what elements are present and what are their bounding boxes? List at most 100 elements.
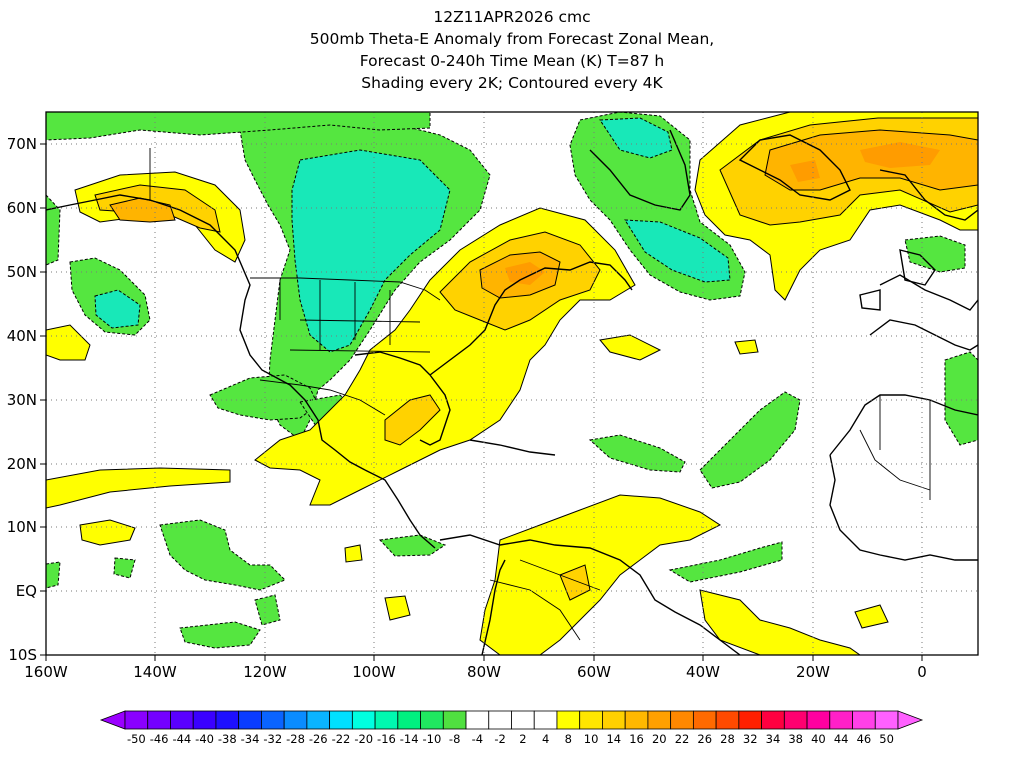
colorbar-label: 28 bbox=[720, 732, 735, 746]
lat-label-40n: 40N bbox=[7, 327, 37, 345]
colorbar-label: -22 bbox=[332, 732, 351, 746]
colorbar: -50 -46 -44 -40 -38 -34 -32 -28 -26 -22 -20 -16 -14-… bbox=[99, 710, 924, 746]
colorbar-swatch bbox=[192, 710, 217, 730]
title-line-4: Shading every 2K; Contoured every 4K bbox=[361, 74, 663, 92]
colorbar-swatch bbox=[852, 710, 876, 730]
colorbar-label: -38 bbox=[218, 732, 237, 746]
colorbar-swatch bbox=[488, 710, 512, 730]
colorbar-label: -14 bbox=[400, 732, 419, 746]
colorbar-right-arrow bbox=[897, 710, 924, 730]
colorbar-swatch bbox=[692, 710, 717, 730]
colorbar-swatch bbox=[170, 710, 194, 730]
lon-label-60w: 60W bbox=[577, 663, 611, 681]
colorbar-swatch bbox=[238, 710, 262, 730]
colorbar-swatch bbox=[283, 710, 308, 730]
colorbar-label: -26 bbox=[309, 732, 328, 746]
colorbar-label: 34 bbox=[766, 732, 781, 746]
colorbar-label: 10 bbox=[584, 732, 599, 746]
colorbar-label: -16 bbox=[377, 732, 396, 746]
colorbar-swatch bbox=[465, 710, 490, 730]
colorbar-swatch bbox=[374, 710, 399, 730]
lon-label-20w: 20W bbox=[796, 663, 830, 681]
lon-label-140w: 140W bbox=[133, 663, 177, 681]
colorbar-label: 26 bbox=[697, 732, 712, 746]
colorbar-label: 14 bbox=[606, 732, 621, 746]
graticule bbox=[46, 112, 978, 655]
lat-label-10s: 10S bbox=[8, 646, 37, 664]
title-line-1: 12Z11APR2026 cmc bbox=[433, 8, 591, 26]
lat-label-60n: 60N bbox=[7, 199, 37, 217]
colorbar-label: 22 bbox=[675, 732, 690, 746]
title-line-2: 500mb Theta-E Anomaly from Forecast Zona… bbox=[309, 30, 715, 48]
colorbar-swatch bbox=[556, 710, 581, 730]
colorbar-swatch bbox=[715, 710, 740, 730]
coastlines bbox=[46, 129, 978, 655]
colorbar-left-arrow bbox=[99, 710, 126, 730]
colorbar-swatch bbox=[579, 710, 603, 730]
colorbar-swatch bbox=[829, 710, 853, 730]
colorbar-swatch bbox=[329, 710, 353, 730]
colorbar-label: -44 bbox=[172, 732, 191, 746]
colorbar-swatch bbox=[806, 710, 831, 730]
map-fields bbox=[46, 112, 978, 655]
plot-frame bbox=[45, 111, 979, 656]
colorbar-swatch bbox=[147, 710, 171, 730]
colorbar-swatch bbox=[442, 710, 467, 730]
longitude-labels: 160W 140W 120W 100W 80W 60W 40W 20W 0 bbox=[24, 663, 927, 681]
colorbar-swatch bbox=[306, 710, 331, 730]
colorbar-label: -8 bbox=[449, 732, 460, 746]
colorbar-label: -32 bbox=[263, 732, 282, 746]
colorbar-label: -10 bbox=[423, 732, 442, 746]
colorbar-swatch bbox=[397, 710, 421, 730]
colorbar-label: -4 bbox=[472, 732, 483, 746]
colorbar-label: 40 bbox=[811, 732, 826, 746]
colorbar-swatch bbox=[602, 710, 626, 730]
lat-label-20n: 20N bbox=[7, 455, 37, 473]
colorbar-label: 16 bbox=[629, 732, 644, 746]
colorbar-label: 44 bbox=[834, 732, 849, 746]
colorbar-swatch bbox=[761, 710, 785, 730]
colorbar-label: 46 bbox=[857, 732, 872, 746]
colorbar-swatch bbox=[874, 710, 899, 730]
colorbar-label: 32 bbox=[743, 732, 758, 746]
colorbar-swatch bbox=[624, 710, 649, 730]
colorbar-label: -28 bbox=[286, 732, 305, 746]
colorbar-swatch bbox=[533, 710, 558, 730]
latitude-labels: 70N 60N 50N 40N 30N 20N 10N EQ 10S bbox=[7, 135, 37, 664]
colorbar-swatch bbox=[738, 710, 762, 730]
colorbar-swatch bbox=[124, 710, 149, 730]
axis-ticks bbox=[40, 143, 923, 661]
colorbar-label: 50 bbox=[879, 732, 894, 746]
colorbar-label: 38 bbox=[788, 732, 803, 746]
lon-label-40w: 40W bbox=[686, 663, 720, 681]
colorbar-label: 8 bbox=[565, 732, 572, 746]
colorbar-label: -46 bbox=[150, 732, 169, 746]
lat-label-70n: 70N bbox=[7, 135, 37, 153]
colorbar-label: 2 bbox=[519, 732, 526, 746]
colorbar-label: 4 bbox=[542, 732, 549, 746]
colorbar-swatch bbox=[351, 710, 376, 730]
lon-label-80w: 80W bbox=[467, 663, 501, 681]
colorbar-swatch bbox=[215, 710, 240, 730]
peak-positive-cores bbox=[505, 142, 940, 285]
title-line-3: Forecast 0-240h Time Mean (K) T=87 h bbox=[359, 52, 665, 70]
lon-label-120w: 120W bbox=[243, 663, 287, 681]
colorbar-swatch bbox=[511, 710, 535, 730]
lon-label-100w: 100W bbox=[352, 663, 396, 681]
colorbar-swatch bbox=[647, 710, 672, 730]
colorbar-swatch bbox=[783, 710, 808, 730]
lat-label-10n: 10N bbox=[7, 518, 37, 536]
colorbar-label: -34 bbox=[241, 732, 260, 746]
colorbar-label: -2 bbox=[494, 732, 505, 746]
strong-negative-cores bbox=[94, 117, 731, 353]
lat-label-30n: 30N bbox=[7, 391, 37, 409]
map-title: 12Z11APR2026 cmc 500mb Theta-E Anomaly f… bbox=[0, 6, 1024, 94]
lon-label-160w: 160W bbox=[24, 663, 68, 681]
lon-label-0: 0 bbox=[917, 663, 927, 681]
lat-label-eq: EQ bbox=[16, 582, 37, 600]
colorbar-label: -40 bbox=[195, 732, 214, 746]
colorbar-label: 20 bbox=[652, 732, 667, 746]
colorbar-swatch bbox=[261, 710, 285, 730]
colorbar-label: -20 bbox=[354, 732, 373, 746]
